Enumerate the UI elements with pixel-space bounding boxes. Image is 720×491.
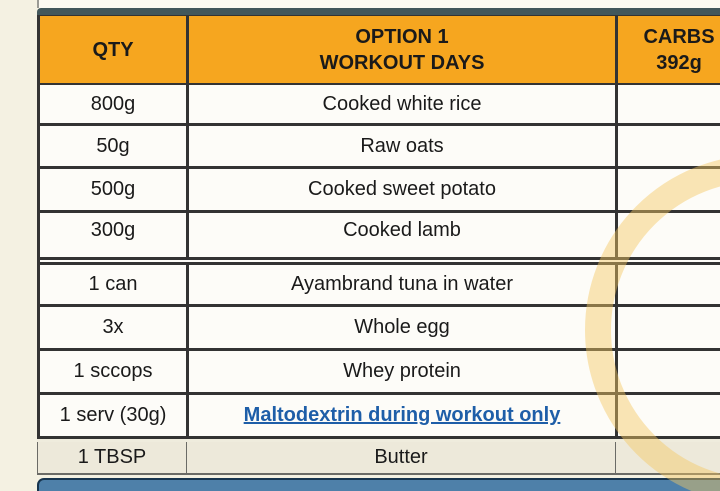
header-cell-carbs: CARBS 392g [615,15,720,83]
qty-value: 1 sccops [73,360,153,382]
maltodextrin-link[interactable]: Maltodextrin during workout only [243,404,561,426]
carbs-cell [615,265,720,304]
table-row: 300g Cooked lamb [37,213,720,260]
carbs-cell [615,307,720,348]
qty-cell: 1 can [37,265,186,304]
qty-cell: 300g [37,213,186,257]
qty-value: 1 serv (30g) [59,404,167,426]
qty-value: 500g [90,178,136,200]
carbs-cell [615,395,720,436]
qty-cell: 800g [37,85,186,123]
table-row: 50g Raw oats [37,126,720,169]
qty-header-label: QTY [92,38,134,61]
item-value: Whole egg [354,316,450,338]
section-divider-gap [37,260,720,265]
item-cell: Whole egg [186,307,615,348]
table-top-border-bar [37,8,720,15]
item-cell: Cooked sweet potato [186,169,615,210]
previous-row-remnant [37,0,720,8]
qty-value: 800g [90,92,136,115]
item-value: Cooked lamb [343,219,461,241]
qty-value: 50g [96,134,130,157]
item-value: Butter [374,446,428,468]
qty-cell: 1 sccops [37,351,186,392]
item-value: Ayambrand tuna in water [291,273,513,295]
qty-cell: 3x [37,307,186,348]
option-header-line1: OPTION 1 [355,25,449,48]
item-value: Cooked white rice [322,92,482,115]
qty-value: 300g [90,219,136,241]
table-header-row: QTY OPTION 1 WORKOUT DAYS CARBS 392g [37,15,720,85]
carbs-header-line2: 392g [656,51,702,74]
item-value: Whey protein [343,360,461,382]
item-cell: Cooked lamb [186,213,615,257]
bottom-gap [37,475,720,478]
carbs-cell [615,442,720,473]
next-table-header-bar [37,478,720,491]
option-header-line2: WORKOUT DAYS [319,51,485,74]
header-cell-option: OPTION 1 WORKOUT DAYS [186,15,615,83]
table-row-butter: 1 TBSP Butter [37,442,720,475]
table-row: 1 can Ayambrand tuna in water [37,265,720,307]
qty-value: 3x [102,316,124,338]
carbs-cell [615,85,720,123]
item-value: Cooked sweet potato [308,178,496,200]
item-cell: Whey protein [186,351,615,392]
qty-cell: 50g [37,126,186,166]
carbs-cell [615,213,720,257]
item-cell: Cooked white rice [186,85,615,123]
item-cell: Ayambrand tuna in water [186,265,615,304]
carbs-cell [615,351,720,392]
item-cell: Butter [186,442,615,473]
table-row: 3x Whole egg [37,307,720,351]
carbs-cell [615,126,720,166]
table-row: 1 sccops Whey protein [37,351,720,395]
qty-value: 1 can [88,273,138,295]
table-row: 500g Cooked sweet potato [37,169,720,213]
qty-cell: 1 TBSP [37,442,186,473]
table-row: 800g Cooked white rice [37,85,720,126]
butter-row-gap [37,439,720,442]
qty-cell: 1 serv (30g) [37,395,186,436]
item-cell: Maltodextrin during workout only [186,395,615,436]
item-value: Raw oats [360,134,444,157]
carbs-cell [615,169,720,210]
item-cell: Raw oats [186,126,615,166]
header-cell-qty: QTY [37,15,186,83]
meal-plan-table: QTY OPTION 1 WORKOUT DAYS CARBS 392g 800… [37,8,720,491]
qty-value: 1 TBSP [77,446,147,468]
carbs-header-line1: CARBS [643,25,715,48]
qty-cell: 500g [37,169,186,210]
table-row: 1 serv (30g) Maltodextrin during workout… [37,395,720,439]
